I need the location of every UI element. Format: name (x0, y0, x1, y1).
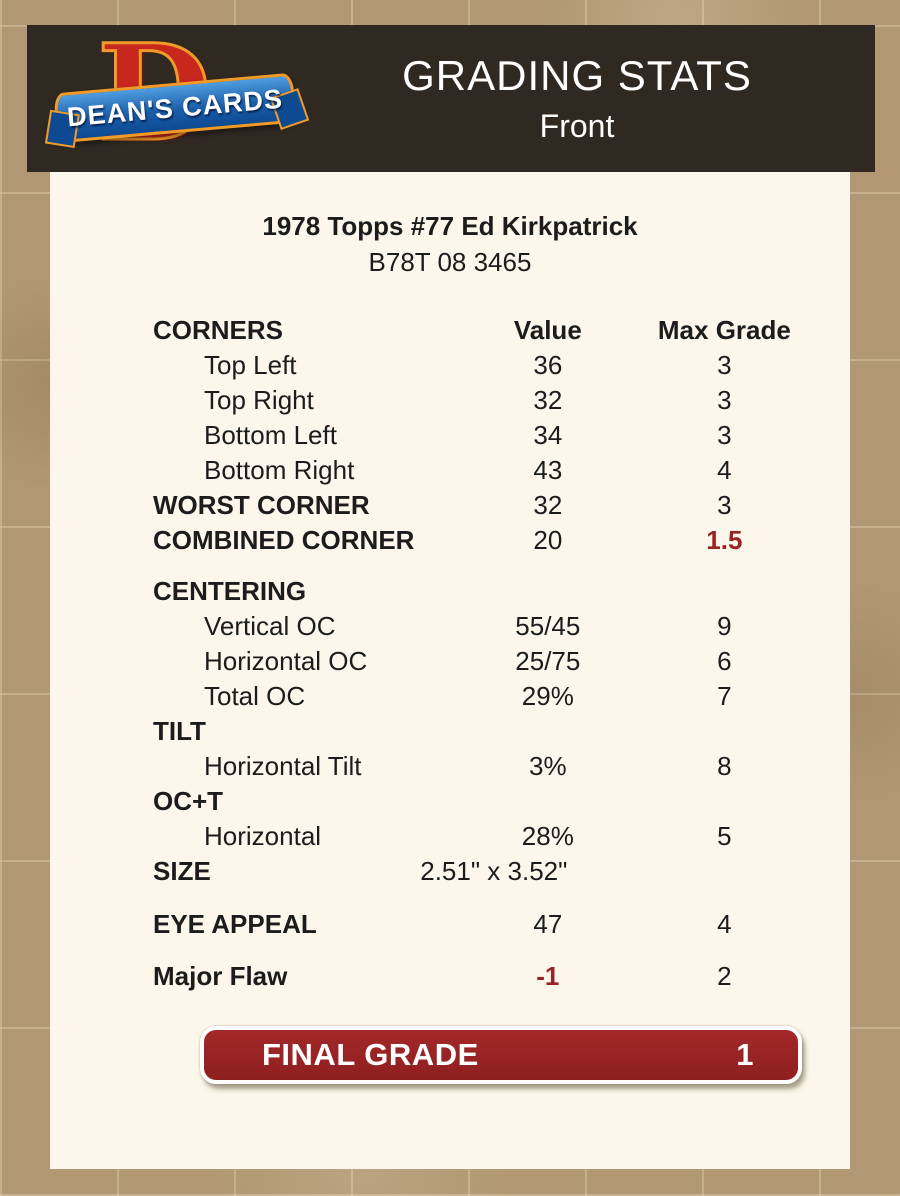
row-value: 36 (533, 350, 563, 380)
card-id: B78T 08 3465 (368, 247, 532, 277)
row-value: 32 (533, 490, 563, 520)
row-label: Vertical OC (204, 611, 336, 641)
row-value: 20 (533, 525, 563, 555)
row-value: 32 (533, 385, 563, 415)
final-grade-bar: FINAL GRADE 1 (200, 1026, 802, 1084)
table-row: Top Right 32 3 (153, 383, 795, 418)
row-value: 2.51" x 3.52" (420, 856, 568, 886)
row-grade: 4 (717, 909, 732, 939)
row-label: Bottom Left (204, 420, 337, 450)
row-grade: 3 (717, 420, 732, 450)
row-label: Bottom Right (204, 455, 355, 485)
row-label: COMBINED CORNER (153, 525, 415, 555)
row-value: 3% (529, 751, 567, 781)
section-label: CORNERS (153, 315, 284, 345)
content-panel: 1978 Topps #77 Ed Kirkpatrick B78T 08 34… (50, 172, 850, 1169)
row-grade: 8 (717, 751, 732, 781)
header-titles: GRADING STATS Front (327, 25, 827, 172)
table-row: Vertical OC 55/45 9 (153, 609, 795, 644)
table-row: Major Flaw -1 2 (153, 959, 795, 994)
final-grade-label: FINAL GRADE (262, 1037, 479, 1072)
page-subtitle: Front (539, 108, 615, 144)
row-grade: 9 (717, 611, 732, 641)
row-label: Horizontal OC (204, 646, 368, 676)
row-grade: 2 (717, 961, 732, 991)
table-row: Top Left 36 3 (153, 348, 795, 383)
page-title: GRADING STATS (402, 52, 752, 99)
row-label: WORST CORNER (153, 490, 370, 520)
table-row: SIZE 2.51" x 3.52" (153, 854, 795, 889)
row-label: Top Right (204, 385, 314, 415)
table-row: EYE APPEAL 47 4 (153, 907, 795, 942)
row-label: Total OC (204, 681, 306, 711)
row-grade: 3 (717, 490, 732, 520)
row-value: 29% (521, 681, 574, 711)
final-grade-value: 1 (736, 1037, 754, 1072)
section-label: OC+T (153, 786, 224, 816)
row-value: 28% (521, 821, 574, 851)
table-row: Total OC 29% 7 (153, 679, 795, 714)
row-value: 55/45 (515, 611, 581, 641)
row-label: Horizontal (204, 821, 322, 851)
row-grade: 5 (717, 821, 732, 851)
column-header-max-grade: Max Grade (657, 315, 791, 345)
table-row: WORST CORNER 32 3 (153, 488, 795, 523)
table-row: Horizontal OC 25/75 6 (153, 644, 795, 679)
row-value: 34 (533, 420, 563, 450)
row-label: Major Flaw (153, 961, 288, 991)
header-bar: D DEAN'S CARDS GRADING STATS Front (27, 19, 875, 172)
row-label: EYE APPEAL (153, 909, 317, 939)
row-value: 25/75 (515, 646, 581, 676)
row-value: 43 (533, 455, 563, 485)
section-label: TILT (153, 716, 206, 746)
logo-banner-text: DEAN'S CARDS (65, 83, 285, 132)
row-grade: 1.5 (706, 525, 743, 555)
row-grade: 4 (717, 455, 732, 485)
section-header-row: CENTERING (153, 574, 795, 609)
table-row: Horizontal Tilt 3% 8 (153, 749, 795, 784)
row-label: SIZE (153, 856, 211, 886)
table-row: Bottom Right 43 4 (153, 453, 795, 488)
deans-cards-logo: D DEAN'S CARDS (53, 19, 297, 168)
row-grade: 3 (717, 385, 732, 415)
section-header-row: OC+T (153, 784, 795, 819)
table-row: COMBINED CORNER 20 1.5 (153, 523, 795, 558)
logo-ribbon-banner: DEAN'S CARDS (53, 72, 297, 144)
row-label: Horizontal Tilt (204, 751, 362, 781)
section-label: CENTERING (153, 576, 307, 606)
row-grade: 3 (717, 350, 732, 380)
table-row: Bottom Left 34 3 (153, 418, 795, 453)
table-row: Horizontal 28% 5 (153, 819, 795, 854)
row-label: Top Left (204, 350, 297, 380)
row-value: -1 (536, 961, 560, 991)
row-grade: 6 (717, 646, 732, 676)
section-header-row: TILT (153, 714, 795, 749)
row-value: 47 (533, 909, 563, 939)
card-title: 1978 Topps #77 Ed Kirkpatrick (262, 211, 638, 241)
column-header-value: Value (513, 315, 582, 345)
card-header: 1978 Topps #77 Ed Kirkpatrick B78T 08 34… (50, 210, 850, 278)
grading-stats-table: CORNERS Value Max Grade Top Left 36 3 To… (153, 313, 795, 994)
row-grade: 7 (717, 681, 732, 711)
table-header-row: CORNERS Value Max Grade (153, 313, 795, 348)
